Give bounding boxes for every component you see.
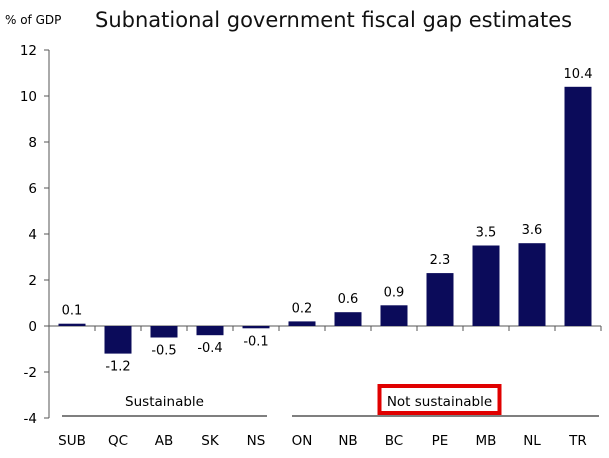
group-label-0: Sustainable bbox=[125, 394, 204, 410]
x-tick-label-bc: BC bbox=[385, 433, 403, 449]
data-label-sub: 0.1 bbox=[62, 304, 83, 319]
data-label-nb: 0.6 bbox=[338, 292, 359, 307]
highlight-box bbox=[377, 384, 502, 415]
y-tick-label: 4 bbox=[28, 227, 37, 243]
x-tick-label-mb: MB bbox=[476, 433, 497, 449]
bar-tr bbox=[564, 86, 592, 326]
bar-pe bbox=[426, 273, 454, 326]
axes: 12 10 8 6 4 2 0 -2 -4 bbox=[20, 43, 602, 427]
bar-sk bbox=[196, 326, 224, 336]
y-tick-label: 10 bbox=[20, 89, 37, 105]
bar-nl bbox=[518, 243, 546, 326]
x-tick-label-ab: AB bbox=[155, 433, 174, 449]
group-label-1: Not sustainable bbox=[387, 394, 492, 410]
data-label-ns: -0.1 bbox=[243, 334, 268, 349]
bar-ns bbox=[242, 326, 270, 329]
y-tick-label: 0 bbox=[28, 319, 37, 335]
data-label-tr: 10.4 bbox=[564, 67, 593, 82]
x-tick-label-on: ON bbox=[292, 433, 313, 449]
data-label-bc: 0.9 bbox=[384, 285, 405, 300]
x-tick-label-tr: TR bbox=[568, 433, 587, 449]
y-tick-label: -4 bbox=[24, 411, 37, 427]
y-tick-label: 2 bbox=[28, 273, 37, 289]
bar-bc bbox=[380, 305, 408, 326]
y-axis-label: % of GDP bbox=[5, 13, 61, 27]
chart-title: Subnational government fiscal gap estima… bbox=[95, 8, 572, 32]
x-tick-labels: SUB QC AB SK NS ON NB BC PE MB NL TR bbox=[58, 433, 587, 449]
bar-on bbox=[288, 321, 316, 326]
data-labels: 0.1 -1.2 -0.5 -0.4 -0.1 0.2 0.6 0.9 2.3 3.5 3.6 10.… bbox=[62, 67, 593, 375]
bar-nb bbox=[334, 312, 362, 326]
group-brackets: Sustainable Not sustainable bbox=[62, 384, 599, 417]
bar-qc bbox=[104, 326, 132, 354]
x-tick-label-pe: PE bbox=[432, 433, 449, 449]
x-tick-label-sk: SK bbox=[201, 433, 220, 449]
data-label-nl: 3.6 bbox=[522, 223, 543, 238]
x-tick-label-sub: SUB bbox=[58, 433, 86, 449]
data-label-qc: -1.2 bbox=[105, 360, 130, 375]
data-label-mb: 3.5 bbox=[476, 226, 497, 241]
x-tick-label-nl: NL bbox=[523, 433, 541, 449]
bar-sub bbox=[58, 323, 86, 326]
data-label-ab: -0.5 bbox=[151, 344, 176, 359]
y-tick-label: 8 bbox=[28, 135, 37, 151]
x-tick-label-nb: NB bbox=[338, 433, 357, 449]
y-tick-label: 12 bbox=[20, 43, 37, 59]
data-label-sk: -0.4 bbox=[197, 341, 222, 356]
x-tick-label-qc: QC bbox=[108, 433, 128, 449]
bar-mb bbox=[472, 245, 500, 326]
bar-ab bbox=[150, 326, 178, 338]
data-label-on: 0.2 bbox=[292, 301, 313, 316]
x-tick-label-ns: NS bbox=[247, 433, 266, 449]
y-tick-label: -2 bbox=[24, 365, 37, 381]
data-label-pe: 2.3 bbox=[430, 253, 451, 268]
bars bbox=[58, 86, 592, 354]
y-tick-label: 6 bbox=[28, 181, 37, 197]
